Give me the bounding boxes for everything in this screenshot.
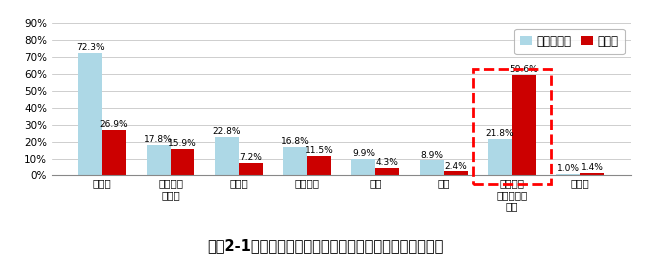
Text: 15.9%: 15.9% xyxy=(168,139,197,148)
Bar xyxy=(239,163,263,175)
Bar xyxy=(512,75,536,175)
Bar xyxy=(352,159,376,175)
Bar xyxy=(376,168,399,175)
Text: 1.4%: 1.4% xyxy=(581,163,604,172)
Bar xyxy=(473,69,551,184)
Bar xyxy=(580,173,605,175)
Text: 資枙2-1「飲み物」にとろみをつけるときに使用する食品: 資枙2-1「飲み物」にとろみをつけるときに使用する食品 xyxy=(207,238,443,253)
Bar xyxy=(420,160,444,175)
Text: 7.2%: 7.2% xyxy=(239,154,262,163)
Text: 26.9%: 26.9% xyxy=(100,120,129,129)
Bar xyxy=(102,130,126,175)
Bar xyxy=(78,53,102,175)
Bar xyxy=(556,174,580,175)
Text: 1.0%: 1.0% xyxy=(557,164,580,173)
Legend: 通常の食事, 介護食: 通常の食事, 介護食 xyxy=(514,29,625,54)
Text: 4.3%: 4.3% xyxy=(376,158,399,167)
Text: 22.8%: 22.8% xyxy=(213,127,241,136)
Text: 21.8%: 21.8% xyxy=(486,129,514,138)
Text: 72.3%: 72.3% xyxy=(76,43,105,52)
Bar xyxy=(444,171,467,175)
Text: 59.6%: 59.6% xyxy=(510,65,538,74)
Text: 2.4%: 2.4% xyxy=(445,162,467,171)
Bar xyxy=(147,145,170,175)
Text: 9.9%: 9.9% xyxy=(352,149,375,158)
Bar xyxy=(307,156,331,175)
Bar xyxy=(283,147,307,175)
Bar xyxy=(488,139,512,175)
Text: 8.9%: 8.9% xyxy=(421,150,443,159)
Bar xyxy=(170,149,194,175)
Text: 17.8%: 17.8% xyxy=(144,135,173,144)
Text: 11.5%: 11.5% xyxy=(305,146,333,155)
Text: 16.8%: 16.8% xyxy=(281,137,309,146)
Bar xyxy=(215,137,239,175)
